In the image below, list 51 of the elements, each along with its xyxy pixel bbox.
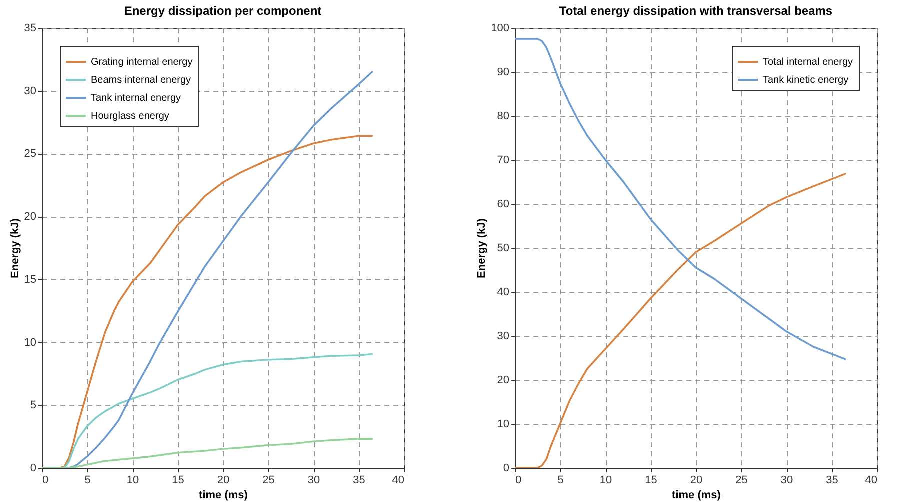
x-tick-label: 10 — [126, 474, 140, 486]
y-tick-label: 10 — [24, 336, 36, 349]
x-tick-label: 30 — [308, 474, 320, 486]
x-tick-label: 15 — [645, 474, 658, 486]
y-tick-label: 0 — [30, 462, 36, 474]
y-tick-label: 30 — [497, 330, 510, 342]
x-tick-label: 20 — [690, 474, 703, 486]
y-tick-label: 15 — [24, 274, 36, 286]
y-tick-label: 90 — [497, 66, 510, 78]
x-tick-label: 35 — [353, 474, 366, 486]
line-series — [515, 173, 846, 468]
y-tick-label: 40 — [497, 286, 510, 298]
legend-label: Grating internal energy — [91, 57, 193, 68]
x-tick-label: 30 — [780, 474, 794, 486]
y-tick-label: 20 — [24, 211, 36, 224]
x-tick-label: 0 — [516, 474, 522, 486]
y-tick-label: 5 — [30, 400, 36, 412]
x-tick-label: 0 — [42, 474, 49, 486]
legend-label: Beams internal energy — [91, 75, 192, 86]
legend-label: Total internal energy — [763, 57, 854, 68]
x-tick-label: 5 — [84, 474, 91, 486]
x-tick-label: 40 — [392, 474, 404, 486]
y-tick-label: 100 — [491, 22, 510, 34]
y-axis-title: Energy (kJ) — [476, 218, 488, 278]
y-tick-label: 35 — [24, 22, 36, 34]
chart-title: Energy dissipation per component — [124, 4, 322, 18]
x-tick-label: 40 — [865, 474, 878, 486]
y-tick-label: 20 — [497, 374, 510, 386]
x-tick-label: 25 — [736, 474, 748, 486]
y-tick-label: 10 — [497, 418, 510, 430]
y-tick-label: 50 — [497, 242, 510, 254]
x-tick-label: 10 — [600, 474, 612, 486]
legend-label: Tank internal energy — [91, 93, 182, 104]
y-axis-title: Energy (kJ) — [9, 218, 22, 278]
y-tick-label: 60 — [497, 198, 510, 210]
line-series — [42, 438, 374, 468]
x-axis-title: time (ms) — [672, 490, 722, 502]
y-tick-label: 80 — [497, 110, 510, 122]
legend-label: Hourglass energy — [91, 111, 170, 122]
y-tick-label: 0 — [503, 462, 510, 474]
chart-title: Total energy dissipation with transversal beams — [559, 4, 833, 18]
y-tick-label: 70 — [497, 154, 510, 166]
y-tick-label: 25 — [24, 148, 36, 160]
x-tick-label: 15 — [172, 474, 184, 486]
x-tick-label: 35 — [826, 474, 838, 486]
x-tick-label: 20 — [217, 474, 230, 486]
x-tick-label: 25 — [262, 474, 275, 486]
y-tick-label: 30 — [24, 85, 36, 98]
x-tick-label: 5 — [558, 474, 564, 486]
legend-label: Tank kinetic energy — [763, 75, 849, 86]
x-axis-title: time (ms) — [199, 490, 248, 502]
